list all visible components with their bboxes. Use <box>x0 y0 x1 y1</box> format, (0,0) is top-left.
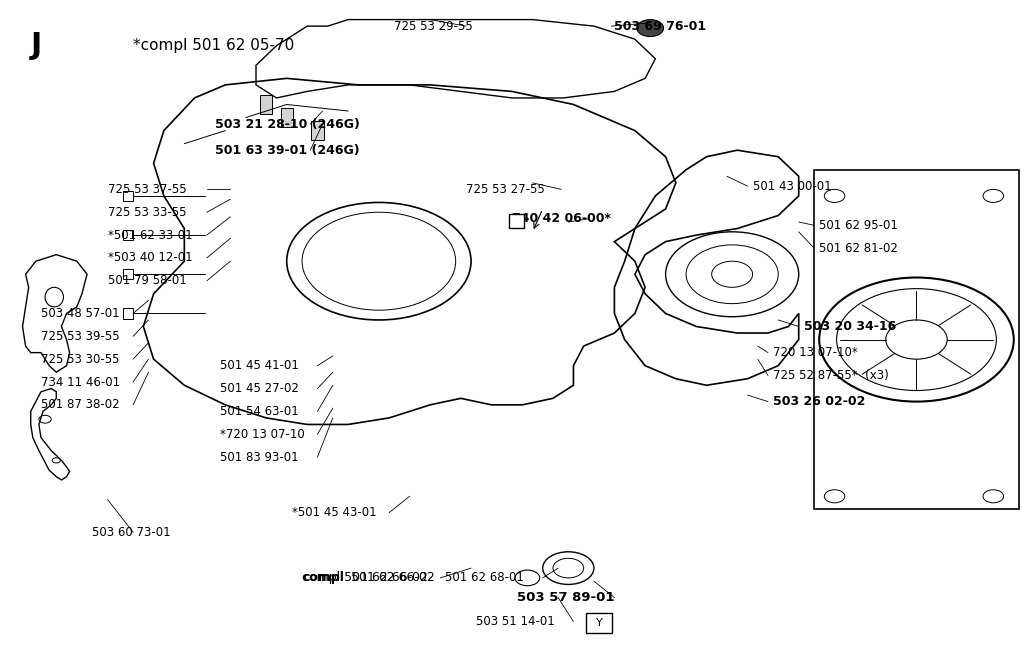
Bar <box>123 308 133 319</box>
Text: 501 62 95-01: 501 62 95-01 <box>819 219 898 232</box>
Text: 501 79 58-01: 501 79 58-01 <box>108 274 186 287</box>
Text: 503 48 57-01: 503 48 57-01 <box>41 307 120 320</box>
Text: 501 63 39-01 (246G): 501 63 39-01 (246G) <box>215 144 359 157</box>
Text: 725 53 37-55: 725 53 37-55 <box>108 183 186 196</box>
FancyBboxPatch shape <box>586 613 612 633</box>
Text: 503 69 76-01: 503 69 76-01 <box>614 20 707 33</box>
Bar <box>260 95 272 114</box>
Text: 720 13 07-10*: 720 13 07-10* <box>773 346 858 359</box>
FancyBboxPatch shape <box>814 170 1019 509</box>
Text: 503 51 14-01: 503 51 14-01 <box>476 615 555 628</box>
Text: 503 21 28-10 (246G): 503 21 28-10 (246G) <box>215 118 359 131</box>
Text: 725 53 29-55: 725 53 29-55 <box>394 20 473 33</box>
Bar <box>123 269 133 279</box>
Text: Y: Y <box>590 615 597 628</box>
Text: *compl 501 62 05-70: *compl 501 62 05-70 <box>133 39 294 53</box>
FancyBboxPatch shape <box>509 214 524 228</box>
Text: 501 54 63-01: 501 54 63-01 <box>220 405 299 418</box>
Text: 503 57 89-01: 503 57 89-01 <box>517 591 614 604</box>
Text: 501 87 38-02: 501 87 38-02 <box>41 398 120 411</box>
Text: *503 40 12-01: *503 40 12-01 <box>108 251 193 264</box>
Text: 725 53 33-55: 725 53 33-55 <box>108 206 186 219</box>
Text: 725 53 27-55: 725 53 27-55 <box>466 183 545 196</box>
Text: 501 45 27-02: 501 45 27-02 <box>220 382 299 395</box>
Text: 725 53 39-55: 725 53 39-55 <box>41 330 120 343</box>
Text: 501 83 93-01: 501 83 93-01 <box>220 451 299 464</box>
Bar <box>123 230 133 240</box>
Text: 501 62 66-02: 501 62 66-02 <box>351 571 435 584</box>
Text: 501 62 68-01: 501 62 68-01 <box>445 571 524 584</box>
Text: Y: Y <box>596 618 602 628</box>
Bar <box>281 108 293 127</box>
Text: compl 501 62 66-02: compl 501 62 66-02 <box>302 571 428 584</box>
Text: J: J <box>31 31 42 60</box>
Text: 740 42 06-00*: 740 42 06-00* <box>512 212 611 225</box>
Bar <box>123 191 133 201</box>
Text: 734 11 46-01: 734 11 46-01 <box>41 375 120 389</box>
Text: *501 62 33-01: *501 62 33-01 <box>108 229 193 242</box>
Text: 503 20 34-16: 503 20 34-16 <box>804 320 896 333</box>
Bar <box>311 121 324 140</box>
Text: 725 52 87-55*  (x3): 725 52 87-55* (x3) <box>773 369 889 382</box>
Text: *501 45 43-01: *501 45 43-01 <box>292 506 377 519</box>
Text: 503 26 02-02: 503 26 02-02 <box>773 395 865 408</box>
Text: 501 45 41-01: 501 45 41-01 <box>220 359 299 372</box>
Circle shape <box>637 20 664 37</box>
Text: 501 62 81-02: 501 62 81-02 <box>819 242 898 255</box>
Text: 503 60 73-01: 503 60 73-01 <box>92 526 171 539</box>
Text: *720 13 07-10: *720 13 07-10 <box>220 428 305 441</box>
Text: compl: compl <box>302 571 344 584</box>
Text: 501 43 00-01: 501 43 00-01 <box>753 180 831 193</box>
Text: 725 53 30-55: 725 53 30-55 <box>41 353 120 366</box>
